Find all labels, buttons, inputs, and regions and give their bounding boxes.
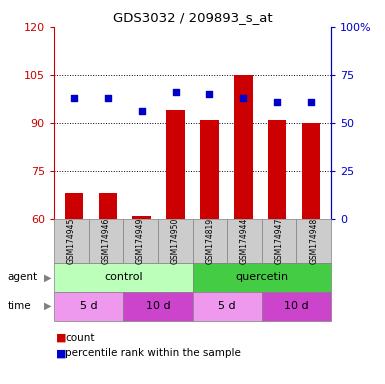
Bar [99, 193, 117, 219]
Text: agent: agent [8, 272, 38, 283]
Text: count: count [65, 333, 95, 343]
Point [240, 95, 246, 101]
Title: GDS3032 / 209893_s_at: GDS3032 / 209893_s_at [113, 11, 272, 24]
Bar [234, 75, 253, 219]
Bar [132, 216, 151, 219]
Text: percentile rank within the sample: percentile rank within the sample [65, 348, 241, 358]
Bar [301, 123, 320, 219]
Bar [166, 110, 185, 219]
Text: 10 d: 10 d [146, 301, 170, 311]
Point [172, 89, 179, 95]
Text: GSM174948: GSM174948 [309, 218, 318, 264]
Text: GSM174945: GSM174945 [67, 218, 76, 264]
Text: ▶: ▶ [44, 272, 52, 283]
Text: GSM174944: GSM174944 [240, 218, 249, 264]
Text: ▶: ▶ [44, 301, 52, 311]
Text: GSM174946: GSM174946 [101, 218, 110, 264]
Bar [268, 120, 286, 219]
Bar [200, 120, 219, 219]
Text: 5 d: 5 d [80, 301, 97, 311]
Text: quercetin: quercetin [235, 272, 288, 283]
Bar [65, 193, 84, 219]
Point [139, 108, 145, 114]
Point [105, 95, 111, 101]
Point [308, 99, 314, 105]
Text: GSM174950: GSM174950 [171, 218, 180, 264]
Point [206, 91, 213, 97]
Text: GSM174949: GSM174949 [136, 218, 145, 264]
Text: GSM174947: GSM174947 [275, 218, 284, 264]
Text: 5 d: 5 d [218, 301, 236, 311]
Text: time: time [8, 301, 31, 311]
Text: control: control [104, 272, 142, 283]
Text: GSM174819: GSM174819 [205, 218, 214, 264]
Point [274, 99, 280, 105]
Point [71, 95, 77, 101]
Text: ■: ■ [56, 348, 66, 358]
Text: ■: ■ [56, 333, 66, 343]
Text: 10 d: 10 d [284, 301, 309, 311]
